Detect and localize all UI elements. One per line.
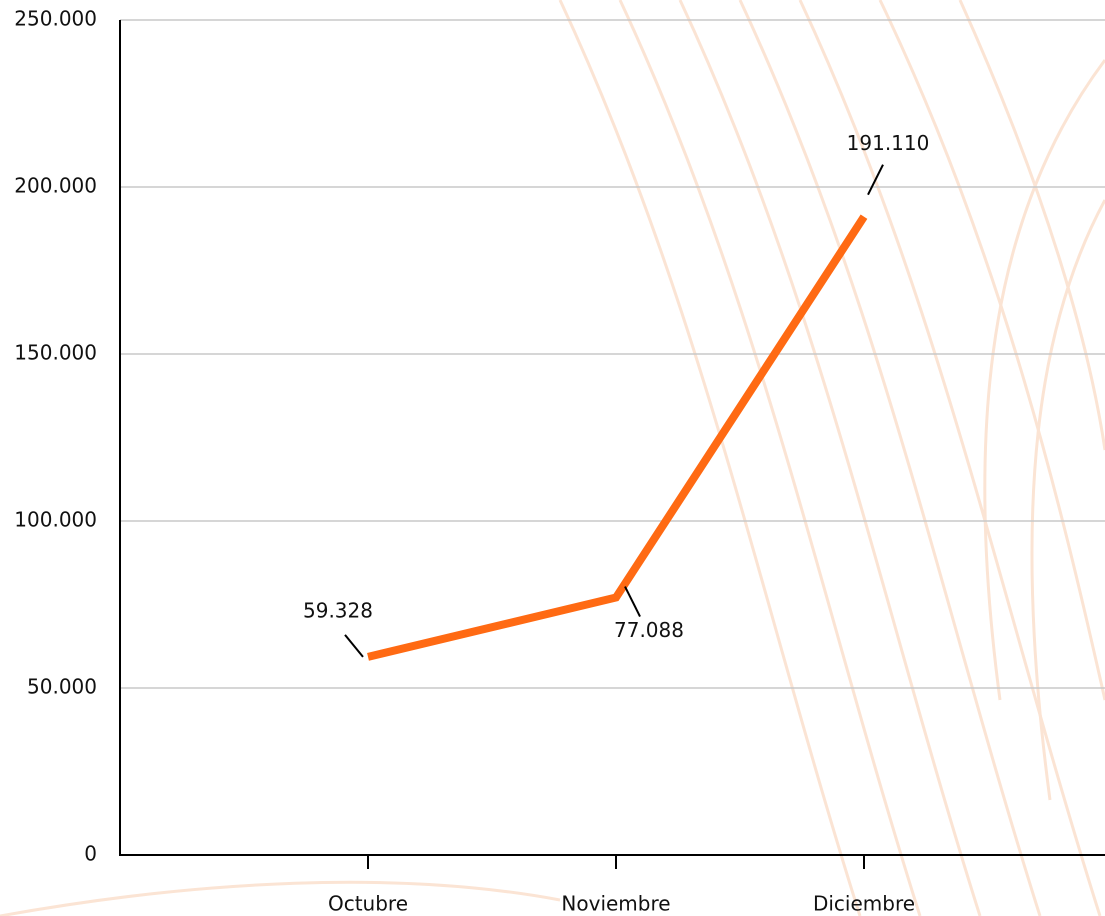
data-label: 59.328 xyxy=(303,598,373,622)
y-tick-label: 200.000 xyxy=(14,174,97,198)
y-tick-label: 0 xyxy=(84,842,97,866)
label-leader xyxy=(624,586,641,617)
label-leader xyxy=(867,164,884,196)
x-tick-label: Octubre xyxy=(328,892,408,916)
data-label: 77.088 xyxy=(614,618,684,642)
y-tick-label: 250.000 xyxy=(14,7,97,31)
x-tick-label: Diciembre xyxy=(813,892,915,916)
line-series xyxy=(367,214,868,661)
y-tick-label: 50.000 xyxy=(27,675,97,699)
y-tick-label: 100.000 xyxy=(14,508,97,532)
x-tick-label: Noviembre xyxy=(561,892,670,916)
label-leader xyxy=(344,634,364,658)
y-tick-label: 150.000 xyxy=(14,341,97,365)
data-label: 191.110 xyxy=(847,131,930,155)
